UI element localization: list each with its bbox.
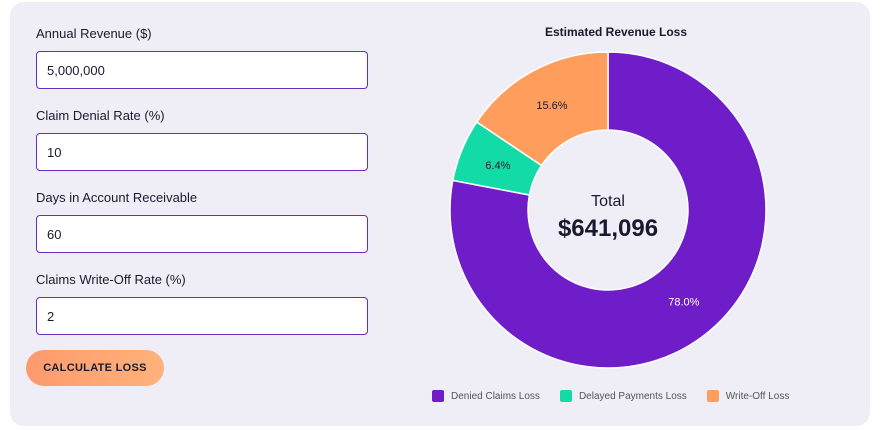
- slice-write-off: [475, 51, 609, 167]
- annual-revenue-label: Annual Revenue ($): [36, 26, 152, 41]
- legend-label: Denied Claims Loss: [451, 390, 540, 402]
- legend-swatch: [706, 390, 719, 402]
- slice-percent-label: 78.0%: [668, 297, 699, 309]
- write-off-rate-label: Claims Write-Off Rate (%): [36, 272, 186, 287]
- revenue-loss-donut-chart: 78.0% 6.4% 15.6% Total $641,096: [449, 51, 767, 369]
- total-value: $641,096: [558, 215, 658, 242]
- legend-swatch: [432, 390, 444, 402]
- legend-label: Delayed Payments Loss: [578, 390, 687, 402]
- legend-swatch: [559, 390, 572, 402]
- legend-item-write-off: Write-Off Loss: [706, 390, 790, 402]
- slice-denied-claims: [449, 51, 767, 369]
- slice-percent-label: 15.6%: [536, 100, 567, 112]
- days-in-ar-label: Days in Account Receivable: [36, 190, 198, 205]
- claim-denial-rate-label: Claim Denial Rate (%): [36, 108, 165, 123]
- legend-item-denied: Denied Claims Loss: [432, 390, 540, 402]
- claim-denial-rate-input[interactable]: [36, 133, 368, 171]
- total-label: Total: [591, 193, 625, 210]
- calculate-loss-button[interactable]: CALCULATE LOSS: [26, 350, 164, 386]
- chart-legend: Denied Claims Loss Delayed Payments Loss…: [432, 390, 809, 402]
- legend-label: Write-Off Loss: [725, 390, 790, 402]
- calculator-card: Annual Revenue ($) Claim Denial Rate (%)…: [10, 2, 870, 426]
- write-off-rate-input[interactable]: [36, 297, 368, 335]
- days-in-ar-input[interactable]: [36, 215, 368, 253]
- legend-item-delayed: Delayed Payments Loss: [559, 390, 687, 402]
- chart-title: Estimated Revenue Loss: [544, 25, 688, 39]
- annual-revenue-input[interactable]: [36, 51, 368, 89]
- slice-percent-label: 6.4%: [485, 160, 510, 172]
